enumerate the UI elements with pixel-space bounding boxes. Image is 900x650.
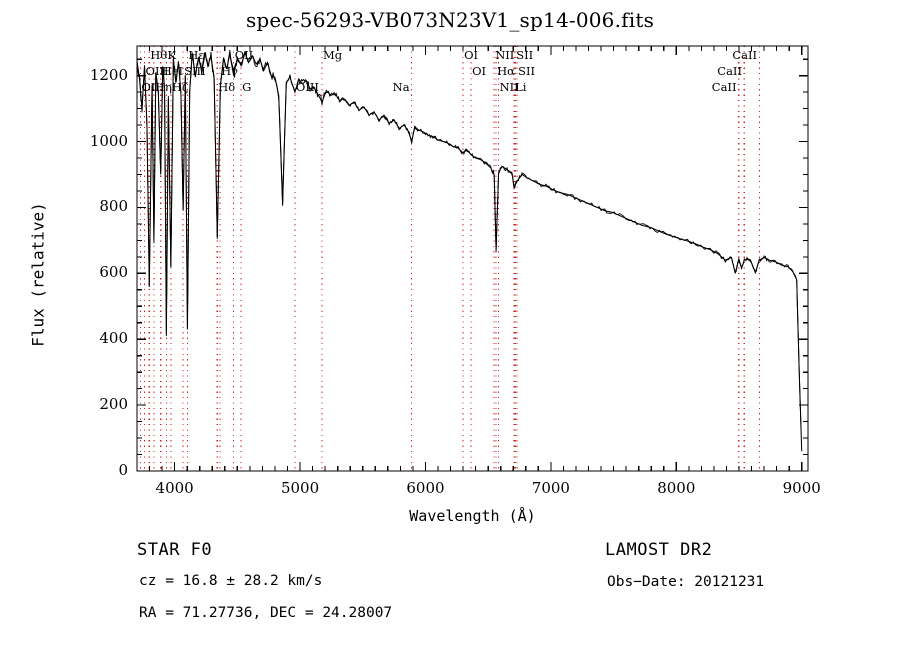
line-label-OI-6364: OI [472,64,487,78]
line-label-NII-6583: NII [499,80,519,94]
line-label-OIII-3760: OIII [145,64,169,78]
y-tick-1000: 1000 [89,131,128,150]
cz-value: cz = 16.8 ± 28.2 km/s [139,573,323,589]
x-tick-5000: 5000 [280,479,320,497]
line-label-NII-6548: NII [495,48,515,62]
y-tick-0: 0 [118,461,128,479]
line-label-CaII-8498: CaII [711,80,737,94]
survey-label: LAMOST DR2 [605,540,713,560]
x-tick-7000: 7000 [531,479,570,497]
y-tick-400: 400 [99,329,128,348]
line-label-OIII-3727: OIII [141,80,165,94]
line-label-OII-4471: OII [234,48,254,62]
line-label-H-3798: Hθ [150,48,168,62]
line-label-Mg-5175: Mg [322,48,343,62]
x-tick-8000: 8000 [657,479,696,497]
x-axis-label: Wavelength (Å) [409,507,536,525]
line-label-H-3970: Hζ [171,80,189,94]
line-label-H-4363: Hγ [221,64,239,78]
y-tick-1200: 1200 [89,65,128,84]
x-tick-6000: 6000 [406,479,445,497]
y-tick-800: 800 [99,197,128,216]
line-label-CaII-8662: CaII [732,48,758,62]
line-label-SIII-4068: SIII [184,64,206,78]
line-label-H-4102: Hε [188,48,205,62]
line-label-H-3835: Hη [154,80,172,94]
line-label-HeI-3889: HeI [161,64,184,78]
x-tick-9000: 9000 [782,479,821,497]
line-label-H-6563: Hα [497,64,515,78]
obs-date: Obs−Date: 20121231 [607,574,765,590]
page-title: spec-56293-VB073N23V1_sp14-006.fits [245,8,655,32]
y-tick-200: 200 [99,395,128,414]
line-label-OIII-4959: OIII [295,80,319,94]
line-label-H-4340: Hδ [218,80,236,94]
line-label-Na-5890: Na [392,80,410,94]
line-label-OI-6300: OI [464,48,479,62]
object-class: STAR F0 [137,540,213,560]
line-label-K-3934: K [167,48,176,62]
line-label-Li-6707: Li [515,80,527,94]
coordinates: RA = 71.27736, DEC = 24.28007 [139,605,393,621]
line-label-CaII-8542: CaII [717,64,743,78]
line-label-G-4530: G [242,80,252,94]
line-label-SII-6731: SII [518,64,536,78]
y-tick-600: 600 [99,263,128,282]
x-tick-4000: 4000 [155,479,194,497]
line-label-SII-6716: SII [516,48,534,62]
